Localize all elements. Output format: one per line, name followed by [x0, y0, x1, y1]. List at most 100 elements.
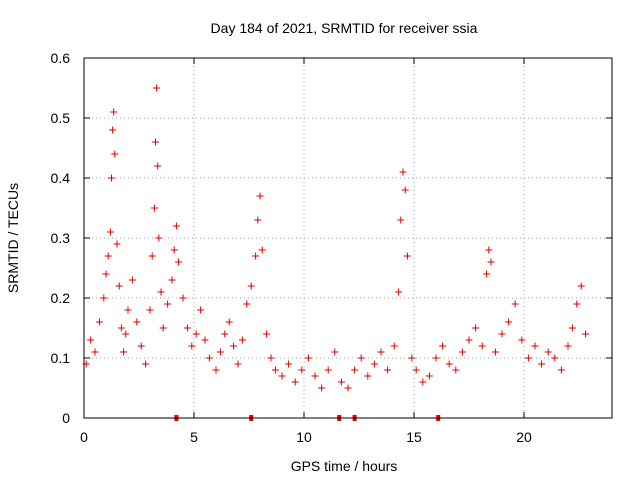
data-point: [524, 354, 532, 362]
data-point: [511, 300, 519, 308]
data-point: [337, 378, 345, 386]
data-point: [370, 360, 378, 368]
grid-layer: [84, 58, 612, 418]
data-point: [109, 126, 117, 134]
data-point: [133, 318, 141, 326]
x-tick-label: 15: [406, 429, 422, 445]
data-point: [285, 360, 293, 368]
data-point: [445, 360, 453, 368]
y-tick-label: 0.3: [51, 230, 71, 246]
x-tick-label: 20: [516, 429, 532, 445]
data-point: [205, 354, 213, 362]
y-tick-label: 0.1: [51, 350, 71, 366]
data-point: [111, 150, 119, 158]
data-point: [168, 276, 176, 284]
data-point: [384, 366, 392, 374]
data-point: [452, 366, 460, 374]
data-point: [234, 360, 242, 368]
data-point: [478, 342, 486, 350]
data-point: [225, 318, 233, 326]
data-point: [397, 216, 405, 224]
data-point: [146, 306, 154, 314]
data-point: [485, 246, 493, 254]
data-point: [291, 378, 299, 386]
data-point: [505, 318, 513, 326]
data-point: [120, 348, 128, 356]
data-point: [557, 366, 565, 374]
data-point: [221, 330, 229, 338]
y-tick-label: 0: [62, 410, 70, 426]
data-point: [324, 366, 332, 374]
data-point: [247, 282, 255, 290]
y-tick-label: 0.4: [51, 170, 71, 186]
data-point: [573, 300, 581, 308]
data-point: [113, 240, 121, 248]
data-point: [377, 348, 385, 356]
data-point: [518, 336, 526, 344]
data-point: [551, 354, 559, 362]
data-point: [91, 348, 99, 356]
data-point: [472, 324, 480, 332]
data-point: [271, 366, 279, 374]
data-point: [230, 342, 238, 350]
data-point: [150, 204, 158, 212]
data-point: [192, 330, 200, 338]
data-point: [568, 324, 576, 332]
x-tick-label: 0: [80, 429, 88, 445]
data-point: [487, 258, 495, 266]
data-point: [188, 342, 196, 350]
data-point: [179, 294, 187, 302]
data-point: [401, 186, 409, 194]
data-point: [170, 246, 178, 254]
data-point: [212, 366, 220, 374]
data-point: [117, 324, 125, 332]
data-point: [153, 84, 161, 92]
data-point: [403, 252, 411, 260]
data-point: [278, 372, 286, 380]
data-point: [351, 366, 359, 374]
data-point: [357, 354, 365, 362]
data-point: [159, 324, 167, 332]
data-point: [106, 228, 114, 236]
data-point: [267, 354, 275, 362]
data-point: [531, 342, 539, 350]
data-point: [124, 306, 132, 314]
data-point: [128, 276, 136, 284]
data-point: [175, 258, 183, 266]
data-point: [164, 300, 172, 308]
data-point: [263, 330, 271, 338]
data-point: [183, 324, 191, 332]
data-point: [419, 378, 427, 386]
data-point: [115, 282, 123, 290]
data-point: [243, 300, 251, 308]
data-point: [390, 342, 398, 350]
data-point: [216, 348, 224, 356]
data-point: [344, 384, 352, 392]
data-point: [252, 252, 260, 260]
data-point: [201, 336, 209, 344]
data-point: [95, 318, 103, 326]
data-point: [155, 234, 163, 242]
data-point: [154, 162, 162, 170]
data-point: [238, 336, 246, 344]
data-point: [172, 222, 180, 230]
x-axis-label: GPS time / hours: [291, 458, 398, 474]
data-point: [439, 342, 447, 350]
data-point: [108, 174, 115, 182]
x-tick-label: 5: [190, 429, 198, 445]
data-point: [425, 372, 433, 380]
data-point: [102, 270, 110, 278]
data-point: [87, 336, 95, 344]
data-point: [311, 372, 319, 380]
data-point: [399, 168, 407, 176]
points-layer: [82, 84, 590, 392]
tick-layer: 0 0.1 0.2 0.3 0.4 0.5 0.6 0 5 10 15 20: [51, 50, 612, 445]
data-point: [142, 360, 150, 368]
data-point: [331, 348, 339, 356]
data-point: [122, 330, 130, 338]
data-point: [564, 342, 572, 350]
data-point: [298, 366, 306, 374]
data-point: [197, 306, 205, 314]
y-tick-label: 0.2: [51, 290, 71, 306]
data-point: [254, 216, 262, 224]
